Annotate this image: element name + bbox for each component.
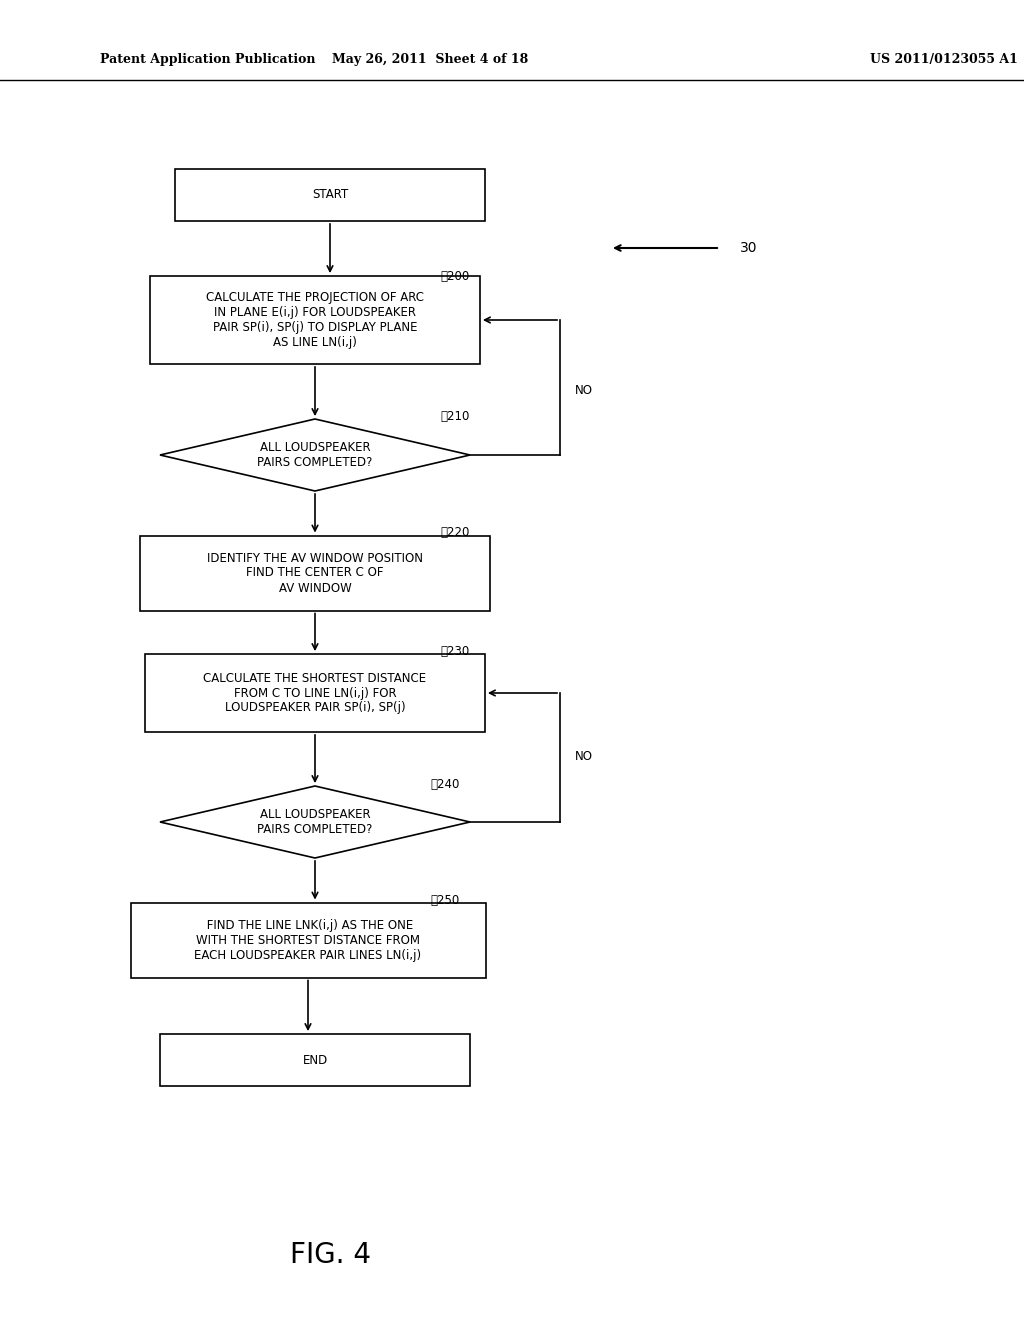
- Text: FIND THE LINE LNK(i,j) AS THE ONE
WITH THE SHORTEST DISTANCE FROM
EACH LOUDSPEAK: FIND THE LINE LNK(i,j) AS THE ONE WITH T…: [195, 919, 422, 961]
- Text: 30: 30: [740, 242, 758, 255]
- Text: FIG. 4: FIG. 4: [290, 1241, 371, 1269]
- Text: ALL LOUDSPEAKER
PAIRS COMPLETED?: ALL LOUDSPEAKER PAIRS COMPLETED?: [257, 441, 373, 469]
- Text: ⌒210: ⌒210: [440, 411, 469, 422]
- Text: ⌒240: ⌒240: [430, 777, 460, 791]
- Polygon shape: [160, 418, 470, 491]
- Bar: [150, 276, 480, 364]
- Bar: [145, 653, 485, 733]
- Text: ALL LOUDSPEAKER
PAIRS COMPLETED?: ALL LOUDSPEAKER PAIRS COMPLETED?: [257, 808, 373, 836]
- Text: CALCULATE THE PROJECTION OF ARC
IN PLANE E(i,j) FOR LOUDSPEAKER
PAIR SP(i), SP(j: CALCULATE THE PROJECTION OF ARC IN PLANE…: [206, 290, 424, 348]
- Polygon shape: [160, 785, 470, 858]
- Text: May 26, 2011  Sheet 4 of 18: May 26, 2011 Sheet 4 of 18: [332, 54, 528, 66]
- Text: ⌒230: ⌒230: [440, 645, 469, 657]
- Text: IDENTIFY THE AV WINDOW POSITION
FIND THE CENTER C OF
AV WINDOW: IDENTIFY THE AV WINDOW POSITION FIND THE…: [207, 552, 423, 594]
- Text: ⌒250: ⌒250: [430, 894, 459, 907]
- Text: CALCULATE THE SHORTEST DISTANCE
FROM C TO LINE LN(i,j) FOR
LOUDSPEAKER PAIR SP(i: CALCULATE THE SHORTEST DISTANCE FROM C T…: [204, 672, 427, 714]
- Text: ⌒200: ⌒200: [440, 271, 469, 282]
- Text: START: START: [312, 189, 348, 202]
- Text: NO: NO: [575, 384, 593, 396]
- Bar: [140, 536, 490, 610]
- Bar: [160, 1034, 470, 1086]
- Bar: [130, 903, 485, 978]
- Text: US 2011/0123055 A1: US 2011/0123055 A1: [870, 54, 1018, 66]
- Text: END: END: [302, 1053, 328, 1067]
- Text: ⌒220: ⌒220: [440, 525, 469, 539]
- Text: NO: NO: [575, 751, 593, 763]
- Bar: [175, 169, 485, 220]
- Text: Patent Application Publication: Patent Application Publication: [100, 54, 315, 66]
